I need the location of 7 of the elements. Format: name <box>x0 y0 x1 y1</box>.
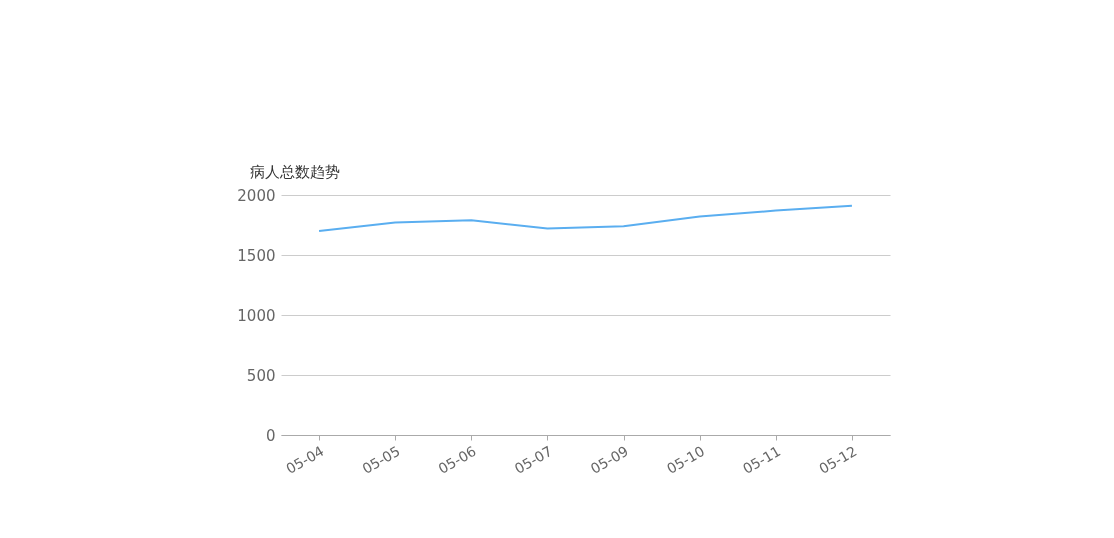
y-tick-label: 0 <box>265 426 276 445</box>
y-tick-label: 1500 <box>237 246 276 265</box>
chart-title: 病人总数趋势 <box>250 163 340 181</box>
line-series <box>318 204 853 232</box>
y-tick-label: 500 <box>246 366 276 385</box>
y-tick-label: 1000 <box>237 306 276 325</box>
y-tick-label: 2000 <box>237 186 276 205</box>
